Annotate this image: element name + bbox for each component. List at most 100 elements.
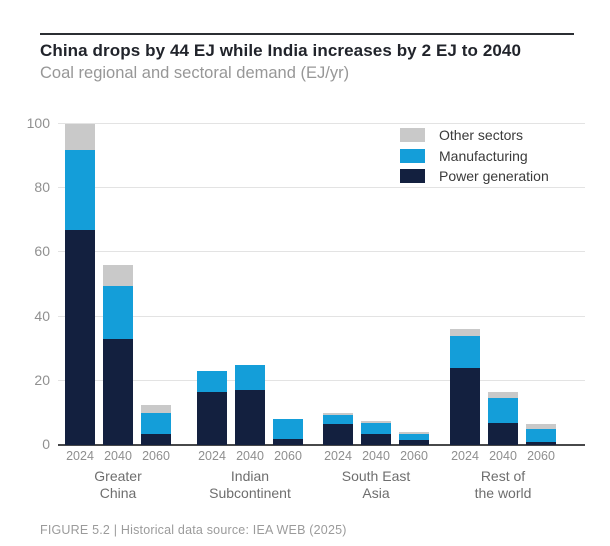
y-tick-label: 0 [42,436,50,452]
segment-other [450,329,480,336]
x-label-group: 2024 2040 2060 South East Asia [323,449,429,502]
segment-manufacturing [399,433,429,441]
year-tick-label: 2060 [400,449,428,463]
year-tick-label: 2040 [236,449,264,463]
gridline [58,123,585,124]
y-tick-label: 80 [34,179,50,196]
region-label: South East Asia [323,468,429,502]
chart-subtitle: Coal regional and sectoral demand (EJ/yr… [40,64,350,82]
year-tick-label: 2024 [451,449,479,463]
segment-manufacturing [103,286,133,340]
legend-label: Manufacturing [439,147,528,164]
region-label: Rest of the world [450,468,556,502]
year-tick-label: 2040 [362,449,390,463]
segment-manufacturing [323,414,353,425]
legend-item-power-generation: Power generation [400,168,549,184]
segment-manufacturing [488,398,518,423]
segment-manufacturing [141,412,171,434]
segment-manufacturing [450,335,480,368]
bar-2040 [103,265,133,445]
bar-2060 [526,424,556,445]
region-label-line: the world [474,485,532,501]
segment-power [273,438,303,445]
region-label: Greater China [65,468,171,502]
segment-other [103,265,133,287]
segment-manufacturing [235,364,265,391]
x-label-group: 2024 2040 2060 Rest of the world [450,449,556,502]
legend-label: Power generation [439,168,549,184]
figure-caption: FIGURE 5.2 | Historical data source: IEA… [40,523,347,537]
y-tick-label: 100 [26,115,50,131]
segment-power [323,424,353,445]
gridline [58,379,585,381]
header-rule [40,33,574,35]
plot-area [58,123,585,446]
bar-group-indian-subcontinent [197,364,303,445]
x-label-group: 2024 2040 2060 Indian Subcontinent [197,449,303,502]
bar-2060 [399,432,429,445]
segment-other [399,432,429,434]
segment-power [361,433,391,445]
bar-group-greater-china [65,124,171,445]
gridline [58,315,585,317]
y-tick-label: 60 [34,243,50,260]
region-label: Indian Subcontinent [197,468,303,502]
y-tick-label: 40 [34,307,50,324]
segment-other [488,392,518,399]
bar-2024 [65,124,95,445]
bar-2060 [141,404,171,445]
segment-power [235,390,265,445]
bar-2040 [361,420,391,445]
bar-group-rest-of-the-world [450,329,556,445]
bar-2040 [488,392,518,445]
bar-2040 [235,364,265,445]
gridline [58,251,585,253]
manufacturing-swatch [400,148,425,163]
segment-manufacturing [65,149,95,230]
power-generation-swatch [400,169,425,183]
year-tick-label: 2024 [198,449,226,463]
chart-title: China drops by 44 EJ while India increas… [40,41,522,60]
region-label-line: Rest of [480,468,526,484]
bar-group-south-east-asia [323,412,429,445]
segment-power [103,339,133,445]
year-tick-label: 2060 [527,449,555,463]
region-label-line: Subcontinent [209,485,291,501]
x-label-group: 2024 2040 2060 Greater China [65,449,171,502]
segment-power [197,392,227,445]
other-sectors-swatch [400,128,425,142]
year-tick-label: 2040 [489,449,517,463]
segment-manufacturing [526,428,556,442]
segment-power [65,229,95,445]
gridline [58,187,585,189]
region-label-line: Asia [362,485,390,501]
year-tick-label: 2060 [142,449,170,463]
x-axis-line [58,444,585,446]
year-tick-label: 2040 [104,449,132,463]
region-label-line: China [99,485,137,501]
segment-other [526,424,556,429]
legend-item-manufacturing: Manufacturing [400,148,549,164]
segment-other [65,124,95,150]
segment-power [526,441,556,445]
bar-2060 [273,419,303,445]
segment-manufacturing [273,419,303,439]
segment-power [450,367,480,445]
segment-other [141,404,171,413]
segment-power [488,422,518,445]
region-label-line: Greater [94,468,142,484]
segment-manufacturing [197,371,227,393]
bar-2024 [450,329,480,445]
segment-power [399,440,429,445]
region-label-line: Indian [230,468,270,484]
segment-manufacturing [361,422,391,434]
segment-other [361,420,391,423]
legend: Other sectors Manufacturing Power genera… [400,127,549,184]
year-tick-label: 2060 [274,449,302,463]
year-tick-label: 2024 [324,449,352,463]
year-tick-label: 2024 [66,449,94,463]
segment-other [323,412,353,415]
legend-label: Other sectors [439,127,524,143]
region-label-line: South East [341,468,411,484]
